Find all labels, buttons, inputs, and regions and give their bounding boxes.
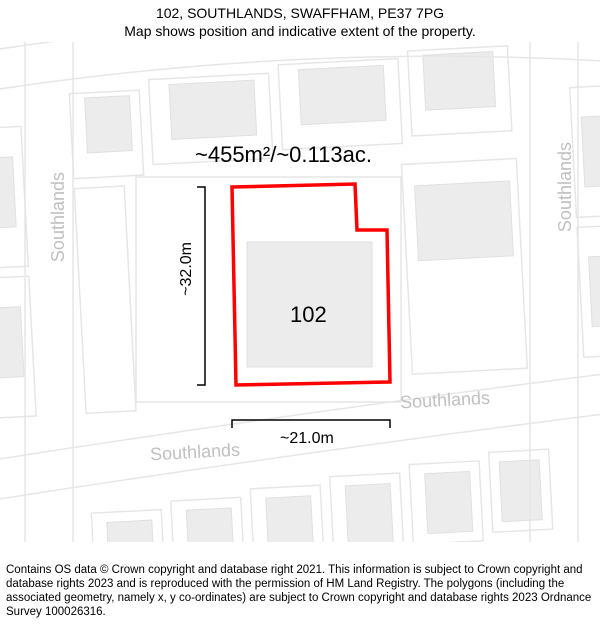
area-label: ~455m²/~0.113ac.: [195, 142, 372, 168]
subtitle: Map shows position and indicative extent…: [0, 22, 600, 40]
map-area: ~455m²/~0.113ac. 102 ~32.0m ~21.0m South…: [0, 42, 600, 542]
street-name-label: Southlands: [555, 142, 576, 232]
map-svg: [0, 42, 600, 542]
height-dimension-label: ~32.0m: [178, 242, 196, 296]
height-dimension-bracket: [197, 187, 205, 385]
property-number-label: 102: [290, 302, 327, 328]
street-name-label: Southlands: [48, 172, 69, 262]
address-title: 102, SOUTHLANDS, SWAFFHAM, PE37 7PG: [0, 4, 600, 22]
copyright-footer: Contains OS data © Crown copyright and d…: [6, 563, 594, 619]
width-dimension-label: ~21.0m: [280, 430, 334, 448]
map-container: 102, SOUTHLANDS, SWAFFHAM, PE37 7PG Map …: [0, 0, 600, 625]
title-block: 102, SOUTHLANDS, SWAFFHAM, PE37 7PG Map …: [0, 4, 600, 40]
